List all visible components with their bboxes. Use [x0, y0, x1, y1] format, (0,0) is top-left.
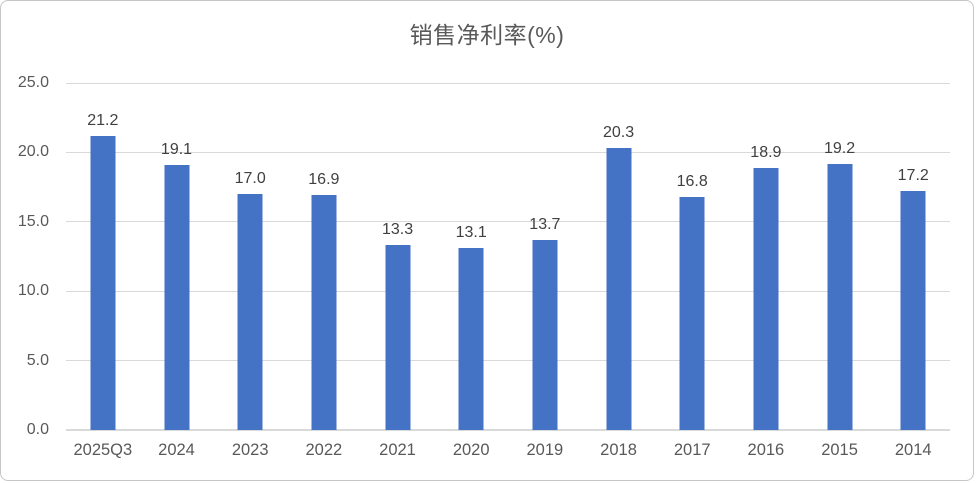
x-axis-line	[66, 429, 950, 431]
bar-2023	[237, 194, 263, 430]
x-tick-label: 2023	[231, 441, 269, 459]
value-label: 13.7	[529, 215, 561, 233]
bar-column: 13.3 2021	[361, 83, 435, 459]
bar-column: 18.9 2016	[729, 83, 803, 459]
bar-column: 13.7 2019	[508, 83, 582, 459]
y-tick-label: 0.0	[26, 421, 49, 438]
value-label: 13.1	[455, 224, 487, 242]
bar-column: 13.1 2020	[434, 83, 508, 459]
bars-layer: 21.2 2025Q3 19.1 2024 17.0 2023 16.9 2022 13.3 20…	[66, 83, 950, 459]
x-tick-label: 2018	[600, 441, 637, 459]
x-tick-label: 2016	[747, 441, 785, 459]
value-label: 19.1	[160, 140, 193, 158]
bar-2025Q3	[90, 135, 116, 430]
bar-2022	[311, 195, 337, 430]
value-label: 16.9	[308, 171, 340, 189]
y-tick-label: 15.0	[17, 212, 49, 230]
bar-2017	[679, 196, 705, 430]
bar-2014	[900, 191, 926, 430]
x-tick-label: 2014	[894, 441, 932, 459]
value-label: 17.0	[234, 170, 266, 188]
x-tick-label: 2019	[526, 441, 564, 459]
bar-column: 21.2 2025Q3	[66, 83, 140, 459]
y-tick-label: 10.0	[17, 282, 49, 300]
y-tick-label: 25.0	[17, 74, 49, 91]
gridline	[66, 82, 950, 84]
value-label: 13.3	[381, 221, 414, 239]
bar-2021	[385, 245, 411, 430]
chart-title: 销售净利率(%)	[409, 22, 565, 48]
x-tick-label: 2022	[305, 441, 343, 459]
bar-column: 19.2 2015	[803, 83, 877, 459]
value-label: 16.8	[676, 172, 708, 190]
value-label: 18.9	[750, 143, 782, 161]
x-tick-label: 2020	[452, 441, 490, 459]
x-tick-label: 2015	[821, 441, 858, 459]
x-tick-label: 2025Q3	[73, 441, 133, 459]
gridline	[66, 360, 950, 362]
gridline	[66, 221, 950, 223]
gridline	[66, 290, 950, 292]
y-tick-label: 20.0	[17, 143, 49, 161]
value-label: 21.2	[87, 111, 119, 129]
bar-column: 17.0 2023	[213, 83, 287, 459]
bar-column: 19.1 2024	[140, 83, 214, 459]
bar-2018	[606, 148, 632, 430]
bar-2016	[753, 167, 779, 430]
gridline	[66, 151, 950, 153]
x-tick-label: 2024	[158, 441, 195, 459]
bar-column: 16.9 2022	[287, 83, 361, 459]
value-label: 20.3	[602, 124, 635, 142]
bar-2024	[164, 164, 189, 430]
bar-column: 20.3 2018	[582, 83, 656, 459]
x-tick-label: 2017	[673, 441, 711, 459]
bar-2019	[532, 239, 558, 430]
value-label: 17.2	[897, 167, 929, 185]
bar-2015	[827, 163, 853, 430]
bar-2020	[458, 248, 484, 430]
value-label: 19.2	[823, 139, 856, 157]
plot-area: 0.0 5.0 10.0 15.0 20.0 25.0 21.2 2025Q3 19.1 202…	[18, 74, 950, 459]
bar-column: 17.2 2014	[876, 83, 950, 459]
x-tick-label: 2021	[379, 441, 416, 459]
y-tick-label: 5.0	[26, 351, 49, 369]
bar-column: 16.8 2017	[655, 83, 729, 459]
